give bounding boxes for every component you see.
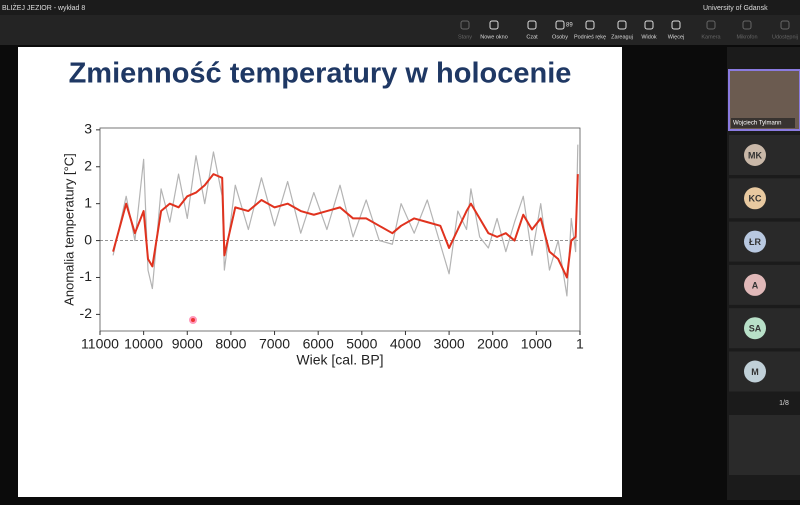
toolbar-label: Podnieś rękę: [574, 34, 606, 40]
slide: [18, 47, 622, 497]
toolbar-icon[interactable]: [671, 20, 681, 30]
self-video: [729, 415, 800, 475]
y-tick-label: 3: [84, 121, 92, 137]
y-tick-label: 1: [84, 194, 92, 210]
toolbar-icon[interactable]: [585, 20, 595, 30]
y-tick-label: 0: [84, 231, 92, 247]
speaker-name: Wojciech Tylmann: [733, 121, 781, 127]
avatar: [744, 187, 766, 210]
x-tick-label: 2000: [477, 336, 508, 352]
people-count: 89: [566, 23, 573, 29]
toolbar-label: Udostępnij: [772, 34, 798, 40]
avatar: [744, 273, 766, 296]
avatar-initials: M: [751, 367, 759, 377]
toolbar-icon[interactable]: [742, 20, 752, 30]
x-tick-label: 3000: [434, 336, 465, 352]
x-tick-label: 1: [576, 336, 584, 352]
title-bar: [0, 0, 800, 15]
x-tick-label: 5000: [346, 336, 377, 352]
x-tick-label: 6000: [303, 336, 334, 352]
avatar: [744, 317, 766, 340]
x-tick-label: 8000: [215, 336, 246, 352]
toolbar-label: Nowe okno: [480, 34, 508, 40]
data-line: [112, 173, 579, 279]
org-name: University of Gdansk: [703, 5, 768, 12]
plot-frame: [99, 127, 581, 332]
toolbar-label: Więcej: [668, 34, 685, 40]
x-tick-label: 1000: [521, 336, 552, 352]
pager[interactable]: 1/8: [779, 400, 789, 407]
window-title: BLIŻEJ JEZIOR - wykład 8: [2, 3, 85, 12]
y-axis-label: Anomalia temperatury [°C]: [61, 153, 76, 306]
toolbar-label: Osoby: [552, 34, 568, 40]
toolbar-label: Kamera: [701, 34, 721, 40]
toolbar-icon[interactable]: [460, 20, 470, 30]
pointer-dot: [189, 316, 197, 324]
toolbar-icon[interactable]: [617, 20, 627, 30]
toolbar-icon[interactable]: [780, 20, 790, 30]
x-tick-label: 9000: [172, 336, 203, 352]
avatar: [744, 360, 766, 383]
y-tick-label: -1: [80, 268, 93, 284]
avatar-initials: ŁR: [749, 237, 761, 247]
avatar: [744, 230, 766, 253]
toolbar-label: Stany: [458, 34, 472, 40]
avatar: [744, 144, 766, 166]
x-tick-label: 10000: [124, 336, 163, 352]
x-tick-label: 11000: [81, 336, 119, 352]
toolbar-label: Zareaguj: [611, 34, 633, 40]
toolbar-icon[interactable]: [706, 20, 716, 30]
slide-title: Zmienność temperatury w holocenie: [69, 58, 572, 90]
toolbar-label: Widok: [641, 34, 657, 40]
x-tick-label: 4000: [390, 336, 421, 352]
toolbar-icon[interactable]: [555, 20, 565, 30]
y-tick-label: 2: [84, 157, 92, 173]
avatar-initials: A: [752, 280, 759, 290]
toolbar: [0, 15, 800, 45]
toolbar-icon[interactable]: [644, 20, 654, 30]
y-tick-label: -2: [80, 305, 93, 321]
avatar-initials: KC: [749, 194, 762, 204]
avatar-initials: SA: [749, 324, 762, 334]
toolbar-label: Mikrofon: [736, 34, 757, 40]
speaker-label-bg: [731, 118, 795, 128]
toolbar-label: Czat: [526, 34, 538, 40]
x-tick-label: 7000: [259, 336, 290, 352]
toolbar-icon[interactable]: [489, 20, 499, 30]
x-axis-label: Wiek [cal. BP]: [296, 352, 383, 368]
toolbar-icon[interactable]: [527, 20, 537, 30]
avatar-initials: MK: [748, 150, 762, 160]
